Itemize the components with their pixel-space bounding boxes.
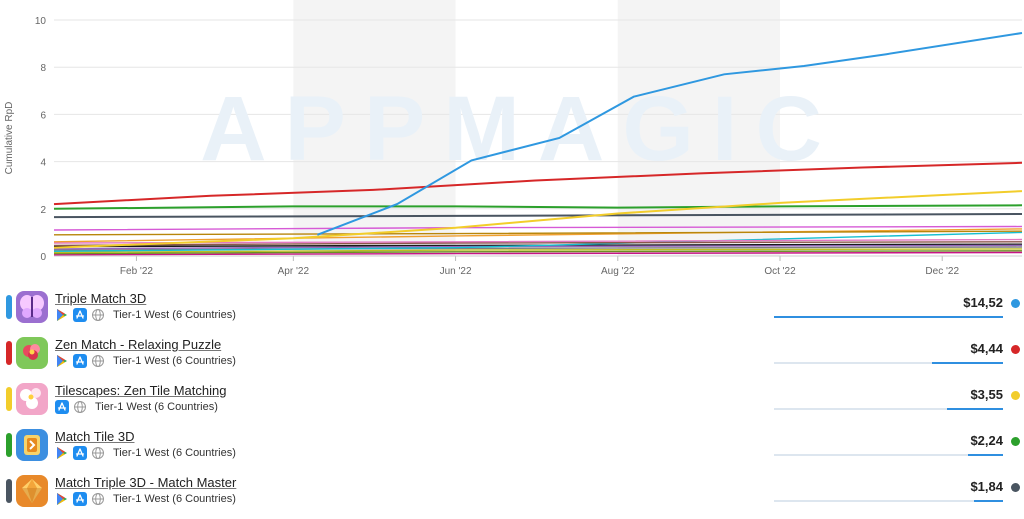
app-name-link[interactable]: Match Triple 3D - Match Master [55, 475, 237, 490]
region-label: Tier-1 West (6 Countries) [113, 309, 236, 321]
y-tick-label: 2 [40, 205, 46, 216]
share-bar-track [774, 500, 1003, 502]
share-bar-track [774, 362, 1003, 364]
y-axis-label: Cumulative RpD [4, 102, 15, 175]
x-tick-label: Feb '22 [120, 266, 153, 277]
share-bar-fill [967, 454, 1003, 456]
series-line-13 [53, 243, 1023, 248]
region-label: Tier-1 West (6 Countries) [95, 401, 218, 413]
series-line-2 [53, 190, 1023, 249]
series-line-16 [53, 251, 1023, 256]
butterfly-icon [16, 291, 48, 323]
series-line-7 [53, 228, 1023, 243]
line-chart: 0 2 4 6 8 10 APPMAGIC Cumulative RpD Feb '22 Apr … [4, 0, 1023, 277]
y-tick-label: 0 [40, 252, 46, 263]
flower-icon [16, 337, 48, 369]
x-tick-label: Apr '22 [278, 266, 310, 277]
app-row[interactable]: Match Triple 3D - Match Master Tier-1 Wes… [0, 473, 1024, 519]
share-bar-track [774, 316, 1003, 318]
series-color-bar [6, 479, 12, 503]
app-row[interactable]: Zen Match - Relaxing Puzzle Tier-1 West (… [0, 335, 1024, 381]
region-label: Tier-1 West (6 Countries) [113, 355, 236, 367]
watermark-text: APPMAGIC [200, 78, 840, 180]
y-tick-label: 6 [40, 110, 46, 121]
y-tick-label: 8 [40, 63, 46, 74]
series-line-0 [316, 32, 1023, 236]
x-tick-label: Aug '22 [601, 266, 635, 277]
app-name-link[interactable]: Triple Match 3D [55, 291, 147, 306]
app-store-icon [73, 354, 87, 368]
app-row[interactable]: Tilescapes: Zen Tile Matching Tier-1 West… [0, 381, 1024, 427]
share-bar-track [774, 454, 1003, 456]
web-icon [91, 492, 105, 506]
series-line-15 [53, 250, 1023, 255]
series-line-9 [53, 241, 1023, 247]
app-name-link[interactable]: Zen Match - Relaxing Puzzle [55, 337, 222, 352]
series-line-10 [53, 231, 1023, 252]
chart-area: 0 2 4 6 8 10 APPMAGIC Cumulative RpD Feb '22 Apr … [4, 0, 1023, 277]
y-tick-label: 4 [40, 158, 46, 169]
series-dot [1011, 391, 1020, 400]
web-icon [91, 354, 105, 368]
share-bar-fill [973, 500, 1003, 502]
app-store-icon [73, 446, 87, 460]
x-tick-label: Jun '22 [440, 266, 472, 277]
series-dot [1011, 299, 1020, 308]
series-dot [1011, 483, 1020, 492]
google-play-icon [55, 354, 69, 368]
rpd-value: $2,24 [970, 433, 1003, 448]
share-bar-track [774, 408, 1003, 410]
series-color-bar [6, 433, 12, 457]
share-bar-fill [774, 316, 1003, 318]
app-meta: Tier-1 West (6 Countries) [55, 491, 236, 507]
series-line-1 [53, 161, 1023, 206]
y-tick-label: 10 [35, 16, 47, 27]
rpd-value: $1,84 [970, 479, 1003, 494]
region-label: Tier-1 West (6 Countries) [113, 493, 236, 505]
series-dot [1011, 345, 1020, 354]
rpd-value: $3,55 [970, 387, 1003, 402]
series-line-3 [53, 204, 1023, 210]
google-play-icon [55, 446, 69, 460]
series-color-bar [6, 387, 12, 411]
app-meta: Tier-1 West (6 Countries) [55, 307, 236, 323]
app-meta: Tier-1 West (6 Countries) [55, 353, 236, 369]
x-tick-label: Oct '22 [764, 266, 796, 277]
x-tick-label: Dec '22 [925, 266, 959, 277]
rpd-value: $4,44 [970, 341, 1003, 356]
app-store-icon [73, 492, 87, 506]
app-meta: Tier-1 West (6 Countries) [55, 399, 218, 415]
app-store-icon [73, 308, 87, 322]
rpd-value: $14,52 [963, 295, 1003, 310]
app-store-icon [55, 400, 69, 414]
series-line-14 [53, 248, 1023, 254]
series-line-6 [53, 230, 1023, 236]
web-icon [91, 308, 105, 322]
series-dot [1011, 437, 1020, 446]
series-line-11 [53, 244, 1023, 250]
tile-icon [16, 429, 48, 461]
series-color-bar [6, 295, 12, 319]
google-play-icon [55, 492, 69, 506]
region-label: Tier-1 West (6 Countries) [113, 447, 236, 459]
gem-icon [16, 475, 48, 507]
series-line-5 [53, 225, 1023, 231]
google-play-icon [55, 308, 69, 322]
web-icon [73, 400, 87, 414]
app-row[interactable]: Match Tile 3D Tier-1 West (6 Countries) $2… [0, 427, 1024, 473]
app-row[interactable]: Triple Match 3D Tier-1 West (6 Countries)… [0, 289, 1024, 335]
app-name-link[interactable]: Tilescapes: Zen Tile Matching [55, 383, 227, 398]
app-meta: Tier-1 West (6 Countries) [55, 445, 236, 461]
blossom-icon [16, 383, 48, 415]
series-color-bar [6, 341, 12, 365]
share-bar-fill [946, 408, 1003, 410]
month-band [617, 0, 780, 256]
series-line-4 [53, 213, 1023, 219]
web-icon [91, 446, 105, 460]
app-name-link[interactable]: Match Tile 3D [55, 429, 135, 444]
share-bar-fill [932, 362, 1003, 364]
